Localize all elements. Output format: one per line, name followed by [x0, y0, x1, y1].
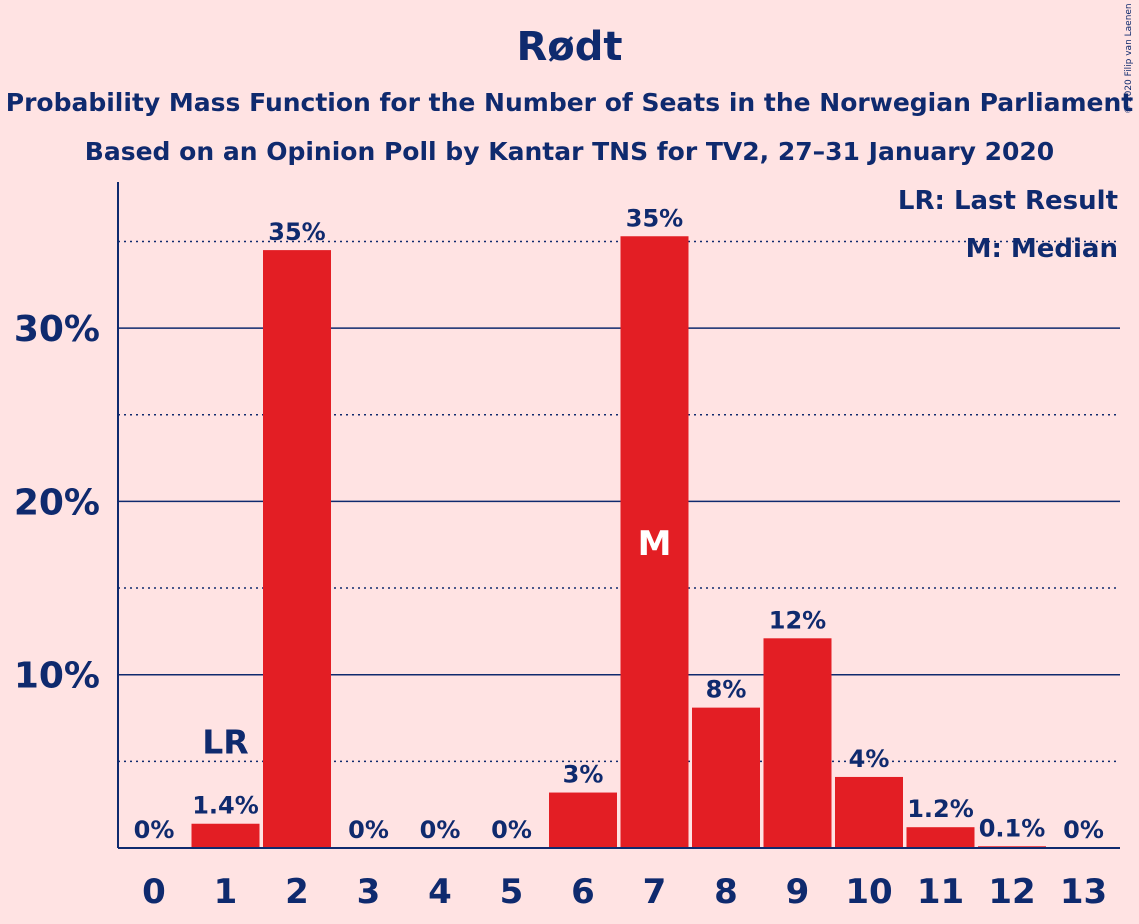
x-tick-label: 12: [988, 872, 1035, 912]
value-label: 35%: [268, 218, 325, 246]
x-tick-label: 3: [357, 872, 381, 912]
x-tick-label: 10: [845, 872, 892, 912]
y-tick-label: 10%: [14, 656, 100, 697]
x-tick-label: 13: [1060, 872, 1107, 912]
last-result-marker: LR: [202, 723, 248, 762]
bar: [906, 827, 975, 848]
x-tick-label: 11: [917, 872, 964, 912]
x-tick-label: 8: [714, 872, 738, 912]
x-tick-label: 4: [428, 872, 452, 912]
value-label: 1.4%: [192, 792, 259, 820]
chart-subtitle-2: Based on an Opinion Poll by Kantar TNS f…: [84, 137, 1055, 166]
y-tick-label: 30%: [14, 309, 100, 350]
x-tick-label: 5: [500, 872, 524, 912]
value-label: 0%: [348, 816, 389, 844]
value-label: 12%: [769, 606, 826, 634]
bar: [620, 236, 689, 849]
x-tick-label: 0: [142, 872, 166, 912]
bar: [191, 823, 260, 848]
chart-title: Rødt: [516, 24, 623, 70]
y-tick-label: 20%: [14, 482, 100, 523]
value-label: 1.2%: [907, 795, 974, 823]
value-label: 0%: [491, 816, 532, 844]
value-label: 8%: [706, 676, 747, 704]
median-marker: M: [638, 524, 672, 564]
bar: [692, 707, 760, 848]
bar: [835, 776, 903, 848]
value-label: 0%: [1063, 816, 1104, 844]
value-label: 0%: [134, 816, 175, 844]
x-tick-label: 6: [571, 872, 595, 912]
chart-subtitle-1: Probability Mass Function for the Number…: [5, 88, 1134, 117]
x-tick-label: 7: [643, 872, 667, 912]
legend-entry: LR: Last Result: [898, 186, 1118, 216]
bar: [763, 638, 832, 848]
value-label: 3%: [563, 761, 604, 789]
x-tick-label: 9: [786, 872, 810, 912]
value-label: 4%: [849, 745, 890, 773]
value-label: 35%: [626, 204, 683, 232]
x-tick-label: 2: [285, 872, 309, 912]
bar: [263, 250, 331, 849]
legend-entry: M: Median: [966, 234, 1118, 264]
x-tick-label: 1: [214, 872, 238, 912]
value-label: 0.1%: [979, 814, 1046, 842]
bar: [549, 792, 617, 848]
value-label: 0%: [420, 816, 461, 844]
